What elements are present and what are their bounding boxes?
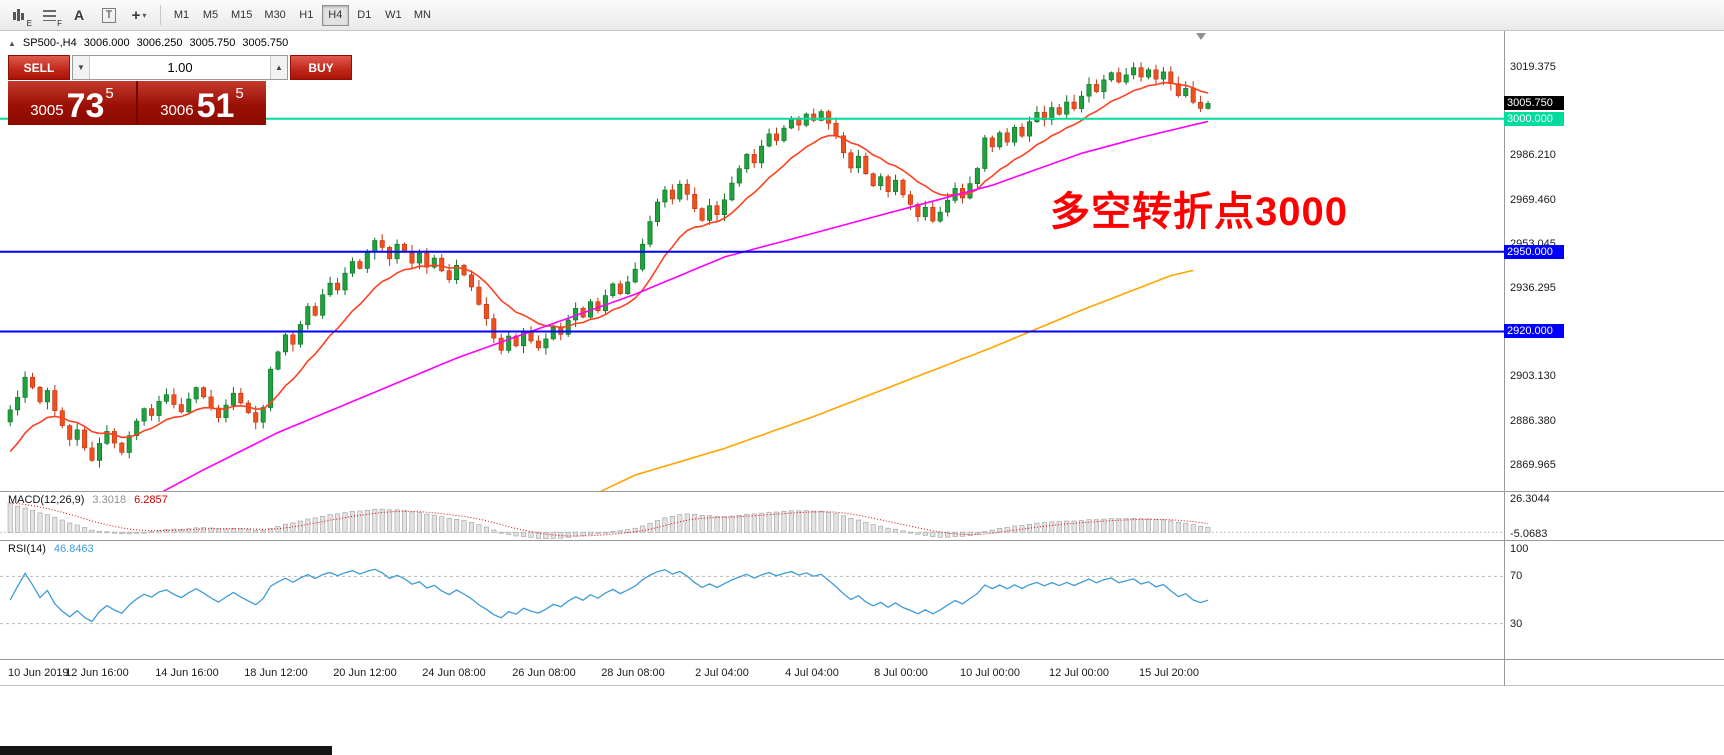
macd-label: MACD(12,26,9)	[8, 494, 85, 506]
crosshair-icon: +	[131, 6, 141, 24]
time-axis-label: 4 Jul 04:00	[785, 667, 839, 679]
buy-button[interactable]: BUY	[290, 55, 352, 80]
font-tool-label: A	[73, 7, 85, 23]
text-tool-button[interactable]: T	[95, 2, 123, 28]
macd-axis-max: 26.3044	[1510, 493, 1550, 505]
ask-big-digits: 51	[196, 87, 235, 125]
price-axis-label: 2886.380	[1510, 415, 1556, 427]
tf-button-m15[interactable]: M15	[231, 9, 253, 21]
volume-control: ▼ ▲	[72, 55, 288, 80]
macd-main-value: 3.3018	[92, 494, 127, 506]
ohlc-header: ▲ SP500-,H4 3006.000 3006.250 3005.750 3…	[8, 37, 288, 49]
timeframe-group: M1 M5 M15 M30 H1 H4 D1 W1 MN	[167, 4, 437, 26]
price-axis-label: 2936.295	[1510, 282, 1556, 294]
time-axis-label: 15 Jul 20:00	[1139, 667, 1199, 679]
time-axis-label: 10 Jun 2019	[8, 667, 69, 679]
price-axis-label: 3019.375	[1510, 61, 1556, 73]
time-axis-label: 28 Jun 08:00	[601, 667, 665, 679]
tf-button-m30[interactable]: M30	[264, 9, 286, 21]
font-tool-button[interactable]: A	[65, 2, 93, 28]
toolbar-separator	[160, 5, 161, 25]
ohlc-close: 3005.750	[242, 37, 289, 49]
symbol-period: SP500-,H4	[22, 37, 77, 49]
rsi-title: RSI(14) 46.8463	[8, 543, 94, 555]
toolbar: E F A T + ▾ M1 M5 M15 M30 H1 H4 D1 W1 MN	[0, 0, 1724, 31]
chart-shift-marker[interactable]	[1196, 33, 1206, 40]
time-axis-label: 20 Jun 12:00	[333, 667, 397, 679]
price-line-tag-2950.000[interactable]: 2950.000	[1504, 245, 1564, 259]
bid-price-box[interactable]: 3005 73 5	[8, 81, 138, 125]
tf-button-d1[interactable]: D1	[357, 9, 372, 21]
rsi-axis-100: 100	[1510, 543, 1529, 555]
one-click-trading-panel: SELL ▼ ▲ BUY 3005 73 5 3006 51 5	[8, 55, 352, 125]
bid-prefix: 3005	[30, 102, 64, 119]
sell-button[interactable]: SELL	[8, 55, 70, 80]
ask-sup-digit: 5	[235, 85, 244, 102]
time-axis-label: 10 Jul 00:00	[960, 667, 1020, 679]
time-axis-label: 18 Jun 12:00	[244, 667, 308, 679]
badge-e: E	[26, 19, 32, 28]
window-bottom-border	[0, 685, 1724, 686]
bottom-strip	[0, 746, 332, 755]
time-axis-label: 24 Jun 08:00	[422, 667, 486, 679]
price-axis-label: 2869.965	[1510, 459, 1556, 471]
list-tool-button[interactable]: F	[35, 2, 63, 28]
price-line-tag-3000.000[interactable]: 3000.000	[1504, 112, 1564, 126]
price-axis-label: 2986.210	[1510, 149, 1556, 161]
tf-button-w1[interactable]: W1	[385, 9, 402, 21]
candlestick-chart-icon	[12, 8, 26, 23]
chart-annotation: 多空转折点3000	[1050, 190, 1348, 234]
ohlc-high: 3006.250	[136, 37, 183, 49]
price-axis-label: 2969.460	[1510, 194, 1556, 206]
time-axis-label: 12 Jun 16:00	[65, 667, 129, 679]
crosshair-tool-button[interactable]: + ▾	[125, 2, 153, 28]
volume-decrease-button[interactable]: ▼	[73, 56, 90, 79]
macd-signal-value: 6.2857	[134, 494, 168, 506]
list-icon	[42, 9, 56, 21]
chevron-down-icon: ▾	[142, 10, 147, 20]
macd-axis-min: -5.0683	[1510, 528, 1548, 540]
time-axis-label: 8 Jul 00:00	[874, 667, 928, 679]
candlestick-tool-button[interactable]: E	[5, 2, 33, 28]
pane-separator-rsi[interactable]	[0, 540, 1724, 541]
ask-prefix: 3006	[160, 102, 194, 119]
bid-big-digits: 73	[66, 87, 105, 125]
ask-price-box[interactable]: 3006 51 5	[138, 81, 266, 125]
price-axis-border	[1504, 31, 1505, 686]
rsi-axis-30: 30	[1510, 618, 1523, 630]
time-axis-label: 12 Jul 00:00	[1049, 667, 1109, 679]
macd-title: MACD(12,26,9) 3.3018 6.2857	[8, 494, 168, 506]
rsi-label: RSI(14)	[8, 543, 46, 555]
time-axis-label: 2 Jul 04:00	[695, 667, 749, 679]
tf-button-h4[interactable]: H4	[321, 4, 349, 26]
rsi-pane[interactable]	[0, 541, 1504, 659]
time-axis-label: 14 Jun 16:00	[155, 667, 219, 679]
time-axis: 10 Jun 2019 12 Jun 16:00 14 Jun 16:00 18 Ju…	[0, 660, 1504, 686]
collapse-trade-panel-icon[interactable]: ▲	[8, 38, 16, 48]
current-price-tag: 3005.750	[1504, 96, 1564, 110]
volume-increase-button[interactable]: ▲	[270, 56, 287, 79]
tf-button-mn[interactable]: MN	[413, 9, 431, 21]
ohlc-open: 3006.000	[83, 37, 130, 49]
text-tool-label: T	[101, 7, 117, 23]
price-line-tag-2920.000[interactable]: 2920.000	[1504, 324, 1564, 338]
volume-input[interactable]	[90, 56, 270, 79]
macd-pane[interactable]	[0, 492, 1504, 540]
rsi-value: 46.8463	[53, 543, 94, 555]
rsi-axis-70: 70	[1510, 570, 1523, 582]
tf-button-m5[interactable]: M5	[202, 9, 219, 21]
price-pane[interactable]	[0, 31, 1504, 491]
price-axis-label: 2903.130	[1510, 370, 1556, 382]
badge-f: F	[57, 19, 62, 28]
tf-button-h1[interactable]: H1	[299, 9, 314, 21]
time-axis-label: 26 Jun 08:00	[512, 667, 576, 679]
chart-window[interactable]: ▲ SP500-,H4 3006.000 3006.250 3005.750 3…	[0, 31, 1724, 686]
tf-button-m1[interactable]: M1	[173, 9, 190, 21]
ohlc-low: 3005.750	[189, 37, 236, 49]
pane-separator-macd[interactable]	[0, 491, 1724, 492]
bid-sup-digit: 5	[105, 85, 114, 102]
pane-separator-axis	[0, 659, 1724, 660]
